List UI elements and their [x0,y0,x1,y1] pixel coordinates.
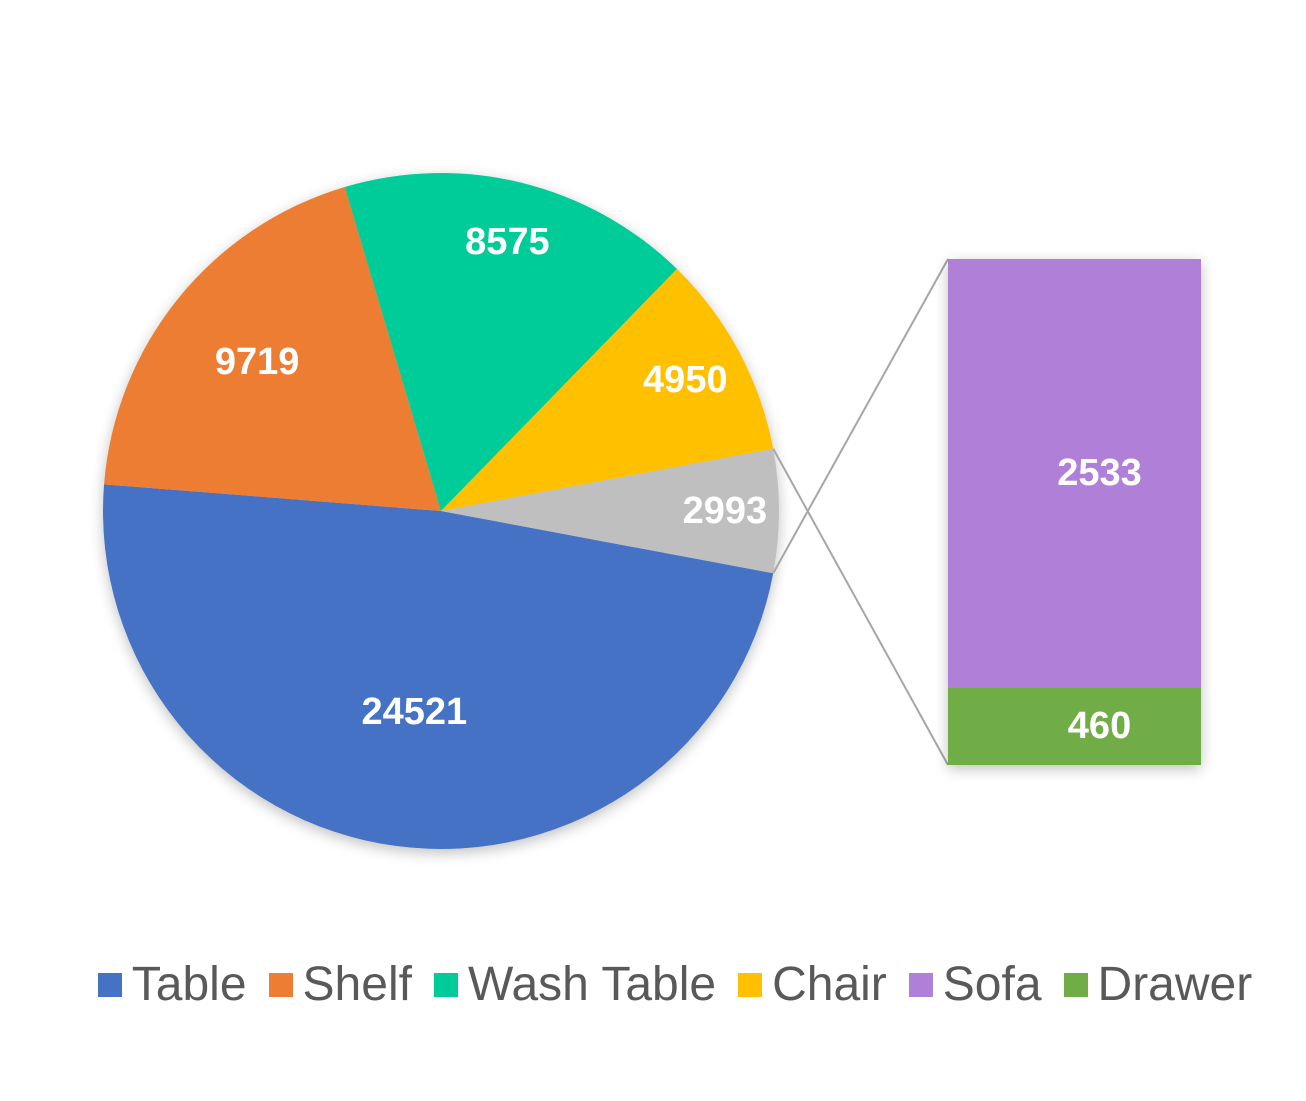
pie [103,173,779,849]
legend-label: Chair [772,958,887,1011]
legend-item-sofa: Sofa [908,958,1042,1011]
slice-value-label: 9719 [215,341,300,383]
legend-item-shelf: Shelf [268,958,412,1011]
legend-item-drawer: Drawer [1063,958,1253,1011]
legend-label: Wash Table [467,958,717,1011]
legend-label: Table [131,958,247,1011]
slice-value-label: 2993 [683,490,768,532]
slice-value-label: 24521 [361,691,467,733]
legend-swatch [738,973,763,997]
pie-slice-wash-table [344,173,677,511]
legend-item-wash-table: Wash Table [433,958,717,1011]
legend-label: Sofa [942,958,1042,1011]
secondary-bar [948,259,1201,765]
bar-segment-value-label: 460 [1068,705,1131,747]
bar-segment-drawer [948,687,1201,765]
legend-swatch [268,973,293,997]
pie-slice-chair [441,269,774,511]
slice-value-label: 4950 [643,359,728,401]
pie-slice-other [441,448,779,574]
legend-label: Shelf [302,958,412,1011]
legend-label: Drawer [1097,958,1253,1011]
bar-of-pie-chart: 24521 9719 8575 4950 2993 2533 460 [103,173,1201,849]
connector-line-top [772,258,949,574]
connector-lines [772,258,949,766]
slice-value-label: 8575 [465,221,550,263]
legend-swatch [97,973,122,997]
legend-item-chair: Chair [738,961,887,1009]
pie-slice-table [103,484,774,849]
legend: Table Shelf Wash Table Chair Sofa Drawer [0,950,1306,1020]
bar-segment-value-label: 2533 [1057,452,1142,494]
bar-segment-sofa [948,259,1201,688]
pie-slice-shelf [104,186,441,511]
data-labels: 24521 9719 8575 4950 2993 2533 460 [215,221,1142,747]
legend-swatch [433,973,458,997]
legend-swatch [1063,973,1088,997]
connector-line-bottom [772,448,949,766]
legend-item-table: Table [97,958,247,1011]
legend-swatch [908,973,933,997]
